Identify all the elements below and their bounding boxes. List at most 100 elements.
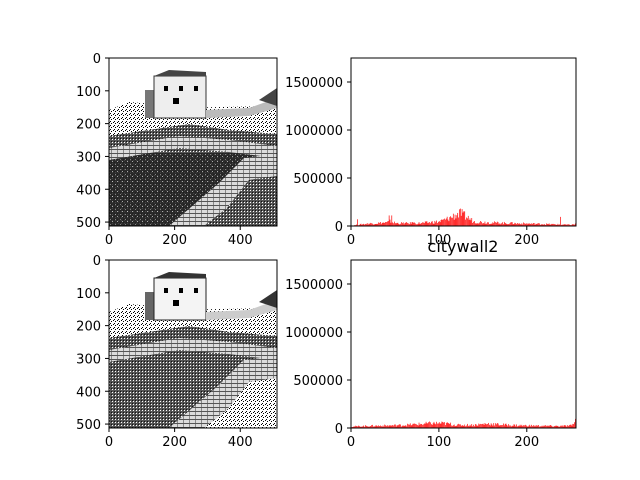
histogram-bar bbox=[491, 223, 493, 226]
histogram-bar bbox=[417, 425, 419, 428]
histogram-bar bbox=[372, 426, 374, 428]
histogram-bar bbox=[485, 423, 487, 428]
histogram-bar bbox=[481, 221, 482, 226]
histogram-bar bbox=[376, 223, 378, 226]
histogram-bar bbox=[501, 223, 502, 226]
histogram-bar bbox=[505, 223, 507, 226]
histogram-bar bbox=[440, 220, 442, 226]
histogram-bar bbox=[423, 423, 425, 428]
histogram-bar bbox=[513, 224, 515, 226]
histogram-bar bbox=[465, 219, 466, 226]
histogram-bar bbox=[376, 425, 378, 428]
histogram-bar bbox=[428, 222, 430, 226]
histogram-bar bbox=[481, 424, 482, 428]
histogram-bar bbox=[506, 224, 508, 226]
histogram-bar bbox=[486, 424, 488, 428]
histogram-bar bbox=[443, 219, 444, 226]
histogram-bar bbox=[574, 422, 575, 428]
histogram-bar bbox=[474, 426, 475, 428]
histogram-bar bbox=[518, 425, 520, 428]
histogram-bar bbox=[480, 423, 481, 428]
histogram-bar bbox=[469, 424, 471, 428]
histogram-bar bbox=[537, 425, 539, 428]
histogram-bar bbox=[413, 222, 415, 226]
histogram-bar bbox=[463, 426, 465, 428]
histogram-bar bbox=[375, 425, 377, 428]
histogram-bar bbox=[507, 426, 509, 428]
histogram-bar bbox=[452, 213, 454, 226]
histogram-bar bbox=[393, 425, 394, 428]
histogram-bar bbox=[493, 423, 495, 428]
histogram-bar bbox=[432, 223, 434, 226]
histogram-bar bbox=[475, 223, 477, 226]
histogram-bar bbox=[541, 224, 543, 226]
histogram-bar bbox=[460, 425, 462, 428]
histogram-bar bbox=[360, 426, 362, 428]
histogram-bar bbox=[540, 426, 542, 428]
histogram-bar bbox=[518, 223, 520, 226]
histogram-bar bbox=[515, 426, 517, 428]
histogram-bar bbox=[531, 424, 532, 428]
histogram-bar bbox=[492, 222, 494, 226]
histogram-bar bbox=[419, 424, 421, 428]
histogram-bar bbox=[550, 224, 552, 226]
histogram-bar bbox=[392, 425, 394, 428]
histogram-bar bbox=[453, 424, 455, 428]
histogram-bar bbox=[561, 425, 562, 428]
histogram-bar bbox=[547, 223, 548, 226]
histogram-bar bbox=[483, 223, 485, 226]
histogram-bar bbox=[526, 224, 528, 226]
histogram-bar bbox=[425, 221, 427, 226]
histogram-bar bbox=[390, 222, 392, 226]
histogram-bar bbox=[365, 425, 366, 428]
histogram-bar bbox=[458, 423, 459, 428]
y-tick-label: 100 bbox=[76, 287, 101, 302]
histogram-bar bbox=[559, 224, 560, 226]
histogram-bar bbox=[493, 223, 495, 226]
histogram-bar bbox=[357, 426, 358, 428]
histogram-bar bbox=[539, 426, 540, 428]
histogram-bar bbox=[570, 424, 572, 428]
histogram-bar bbox=[362, 426, 364, 428]
histogram-bar bbox=[430, 223, 431, 226]
histogram-bar bbox=[496, 221, 498, 226]
histogram-bar bbox=[453, 219, 455, 226]
histogram-bar bbox=[368, 223, 370, 226]
axes-frame-histogram-equalized bbox=[350, 259, 577, 429]
histogram-bar bbox=[474, 221, 475, 226]
histogram-bar bbox=[478, 223, 480, 226]
histogram-bar bbox=[508, 424, 510, 428]
histogram-bar bbox=[525, 223, 527, 226]
histogram-bar bbox=[561, 224, 563, 226]
y-tick-label: 500000 bbox=[293, 374, 343, 389]
histogram-bar bbox=[531, 223, 532, 226]
histogram-bar bbox=[461, 209, 463, 226]
histogram-bar bbox=[422, 424, 423, 428]
histogram-bar bbox=[464, 424, 466, 428]
histogram-bar bbox=[387, 426, 389, 428]
histogram-bar bbox=[489, 425, 491, 428]
y-tick-label: 500 bbox=[76, 418, 101, 433]
histogram-bar bbox=[547, 224, 549, 226]
histogram-bar bbox=[401, 426, 402, 428]
histogram-bar bbox=[427, 423, 429, 428]
histogram-bar bbox=[547, 425, 548, 428]
histogram-bar bbox=[354, 224, 356, 226]
histogram-bar bbox=[461, 425, 463, 428]
histogram-bar bbox=[394, 223, 396, 226]
histogram-bar bbox=[409, 424, 410, 428]
histogram-equalized-bars bbox=[351, 418, 576, 428]
histogram-bar bbox=[564, 224, 566, 226]
histogram-bar bbox=[497, 222, 499, 226]
histogram-bar bbox=[423, 222, 424, 226]
histogram-bar bbox=[510, 425, 511, 428]
histogram-bar bbox=[366, 223, 368, 226]
histogram-bar bbox=[541, 425, 543, 428]
histogram-bar bbox=[390, 425, 392, 428]
histogram-bar bbox=[352, 426, 354, 428]
histogram-bar bbox=[450, 422, 452, 428]
histogram-bar bbox=[406, 222, 408, 226]
histogram-bar bbox=[388, 215, 390, 226]
histogram-bar bbox=[507, 224, 509, 226]
histogram-bar bbox=[573, 424, 575, 428]
